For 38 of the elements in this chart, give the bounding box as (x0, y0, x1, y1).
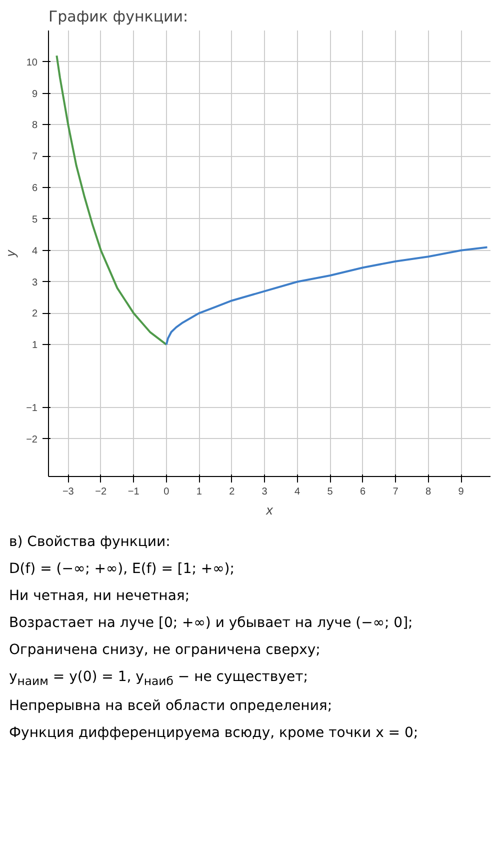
y-tick-label: −1 (26, 402, 38, 414)
x-tick-label: 4 (294, 486, 301, 498)
x-axis-title: x (265, 502, 274, 518)
x-tick-label: 6 (360, 486, 366, 498)
x-tick-label: −3 (62, 486, 74, 498)
y-tick-label: 10 (26, 57, 38, 68)
y-axis-title: y (3, 248, 18, 258)
line-series (56, 54, 168, 346)
text: Ограничена снизу, не ограничена сверху; (9, 641, 322, 660)
x-tick-label: 3 (262, 486, 268, 498)
y-tick-label: −2 (26, 434, 38, 446)
y-tick-label: 3 (32, 277, 38, 288)
x-tick-label: 1 (196, 486, 202, 498)
line-series (165, 246, 488, 346)
y-tick-label: 8 (32, 120, 38, 132)
text: Функция дифференцируема всюду, кроме точки x = 0; (9, 724, 418, 744)
x-tick-label: 5 (327, 486, 334, 498)
text: Непрерывна на всей области определения; (9, 697, 334, 716)
chart-title: График функции: (48, 8, 188, 26)
text: Ни четная, ни нечетная; (9, 587, 191, 606)
x-tick-label: 0 (164, 486, 170, 498)
x-tick-label: −1 (128, 486, 140, 498)
y-tick-label: 6 (32, 183, 38, 194)
text: y$_{наим}$ = y(0) = 1, y$_{наиб}$ − не существует; (9, 668, 309, 690)
y-tick-label: 7 (32, 152, 38, 163)
x-tick-label: 9 (458, 486, 464, 498)
y-tick-label: 4 (32, 246, 38, 257)
y-tick-label: 5 (32, 214, 38, 226)
y-tick-label: 1 (32, 340, 38, 352)
x-tick-label: 2 (229, 486, 236, 498)
x-tick-label: 8 (426, 486, 432, 498)
y-tick-label: 9 (32, 88, 38, 100)
y-tick-label: 2 (32, 308, 38, 320)
text: в) Свойства функции: (9, 533, 172, 552)
text: Возрастает на луче [0; +∞) и убывает на луче (−∞; 0]; (9, 614, 414, 633)
text: D(f) = (−∞; +∞), E(f) = [1; +∞); (9, 560, 236, 579)
x-tick-label: −2 (95, 486, 108, 498)
x-tick-label: 7 (392, 486, 399, 498)
